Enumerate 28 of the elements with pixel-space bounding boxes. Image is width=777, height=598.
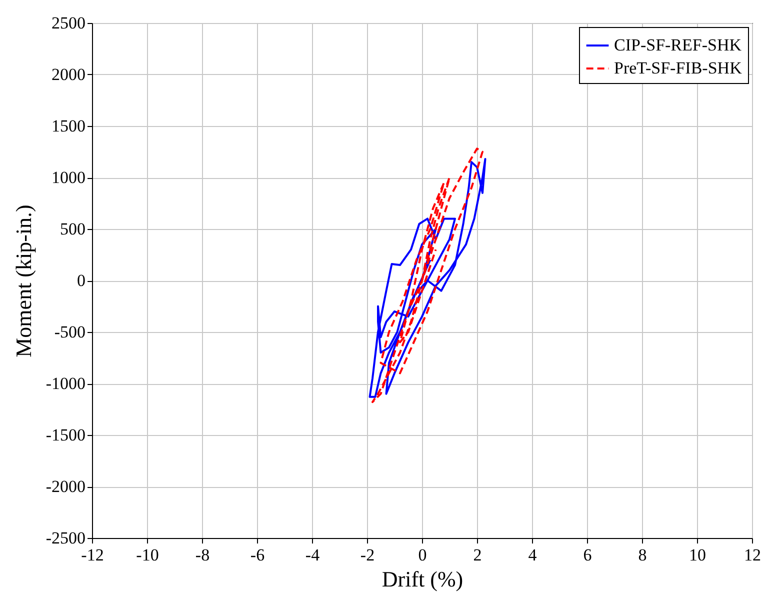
x-tick-label: 4 (528, 546, 538, 564)
x-tick-label: 12 (744, 546, 761, 564)
y-axis-title: Moment (kip-in.) (10, 204, 36, 358)
x-tick-label: -6 (250, 546, 265, 564)
x-tick-label: 0 (418, 546, 427, 564)
legend-label: PreT-SF-FIB-SHK (614, 58, 743, 78)
y-tick-label: -2500 (46, 528, 86, 548)
y-tick-label: 1000 (52, 168, 86, 187)
y-tick-label: 1500 (52, 116, 86, 136)
y-tick-label: 2500 (52, 14, 86, 32)
x-tick-label: 8 (638, 546, 647, 564)
y-tick-label: -2000 (46, 477, 86, 496)
x-tick-label: 6 (583, 546, 592, 564)
y-tick-label: -1500 (46, 426, 86, 444)
x-tick-label: -12 (81, 546, 104, 564)
x-tick-label: -8 (195, 546, 210, 564)
y-tick-label: 500 (60, 220, 86, 238)
x-tick-label: -10 (136, 546, 159, 564)
x-tick-label: -2 (360, 546, 375, 564)
x-tick-label: 2 (473, 546, 482, 564)
y-tick-label: 2000 (52, 65, 86, 84)
x-tick-label: -4 (305, 546, 320, 564)
y-tick-label: -500 (54, 322, 86, 342)
y-tick-label: -1000 (46, 374, 86, 393)
legend-label: CIP-SF-REF-SHK (614, 36, 742, 54)
x-tick-label: 10 (689, 546, 706, 564)
y-tick-label: 0 (77, 271, 86, 290)
x-axis-title: Drift (%) (382, 566, 464, 592)
